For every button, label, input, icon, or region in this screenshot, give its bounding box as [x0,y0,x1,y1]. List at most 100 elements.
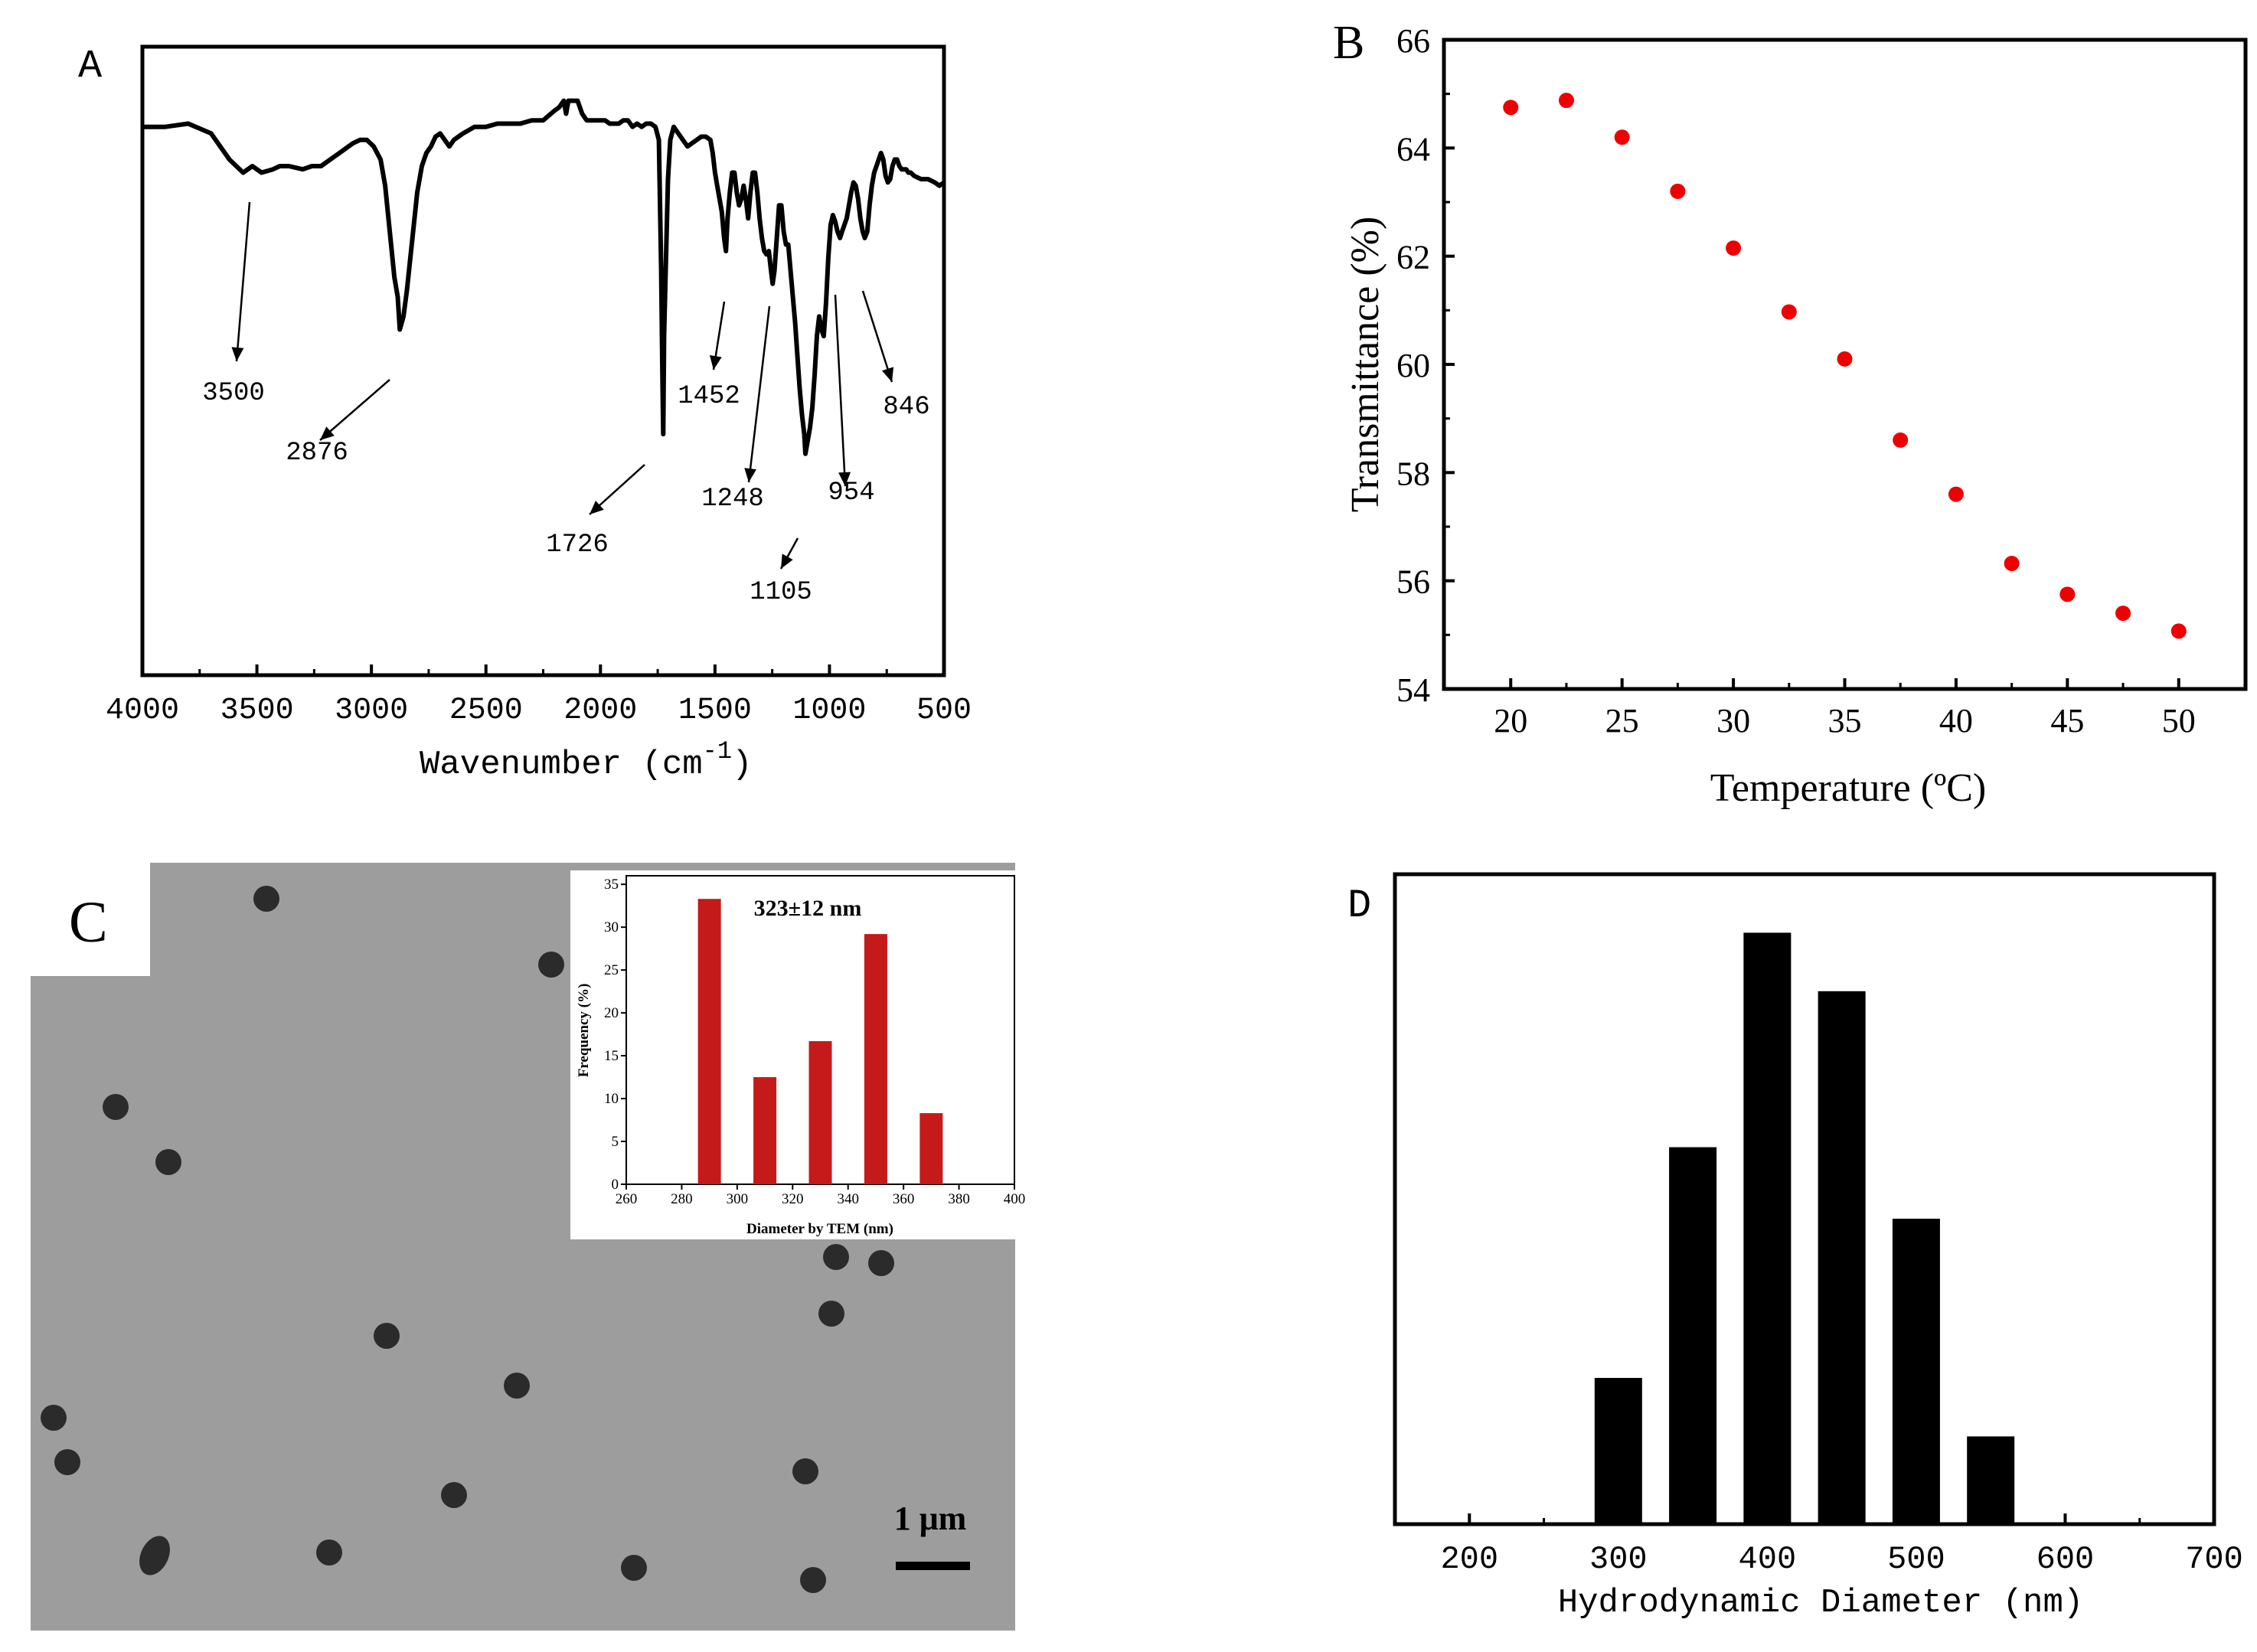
data-point [1948,486,1964,502]
annotation-arrowhead [590,501,604,514]
peak-label: 1726 [546,531,609,560]
y-tick-label: 62 [1396,239,1430,276]
x-tick-label: 3500 [220,694,294,728]
annotation-arrow [747,305,771,483]
hydrodynamic-bar [1743,932,1792,1524]
peak-label: 1452 [678,382,740,411]
y-tick-label: 30 [604,919,619,935]
particle [823,1244,849,1270]
y-tick-label: 64 [1396,130,1430,168]
particle [868,1250,894,1276]
data-point [1670,183,1686,199]
peak-annotations: 3500 2876 1726 1452 1248 1105 954 846 [202,201,930,607]
panel-label-c-box [31,863,150,976]
panel-a-frame [140,44,946,677]
hydrodynamic-bars [1594,932,2015,1524]
particle [316,1539,342,1565]
y-tick-label: 20 [604,1005,619,1021]
data-point [2059,586,2076,602]
particle [155,1149,181,1175]
particle [621,1555,647,1581]
panel-label-d: D [1347,883,1371,929]
peak-label: 954 [828,478,874,508]
inset-ylabel: Frequency (%) [576,984,592,1078]
x-tick-label: 600 [2037,1541,2095,1578]
panel-b: B 20 25 30 35 40 45 50 54 56 58 60 62 64 66 Temperatu… [1333,17,2248,810]
data-point [1558,93,1574,109]
y-tick-label: 35 [604,877,619,893]
peak-label: 1105 [750,578,812,607]
axis-d-xlabel: Hydrodynamic Diameter (nm) [1558,1584,2084,1622]
annotation-arrow [235,201,251,362]
data-point [2004,556,2020,572]
x-tick-label: 280 [671,1191,693,1207]
particle [253,886,279,912]
y-tick-label: 54 [1396,671,1430,709]
x-tick-label: 3000 [335,694,408,728]
y-tick-label: 0 [612,1177,619,1193]
x-tick-label: 1000 [792,694,866,728]
peak-label: 1248 [701,485,764,514]
inset-bars [697,899,943,1184]
x-tick-label: 360 [893,1191,915,1207]
panel-a: A 3500 2876 1726 1452 1248 1105 954 846 4000 350… [78,44,972,784]
annotation-arrowhead [709,355,722,370]
x-tick-label: 320 [782,1191,804,1207]
peak-label: 3500 [202,379,265,408]
peak-label: 2876 [286,439,348,468]
x-tick-label: 40 [1939,702,1973,739]
particle [800,1567,826,1593]
annotation-arrowhead [744,468,756,482]
x-tick-label: 400 [1739,1541,1797,1578]
particle [103,1094,129,1120]
x-tick-label: 340 [837,1191,859,1207]
inset-xlabel: Diameter by TEM (nm) [746,1221,893,1237]
panel-d-frame [1393,872,2216,1526]
particle [441,1482,467,1508]
inset-bar [808,1041,832,1184]
particle [504,1373,530,1399]
hydrodynamic-bar [1669,1147,1717,1524]
annotation-arrowhead [838,472,851,486]
hydrodynamic-bar [1818,991,1866,1524]
data-point [1893,432,1909,448]
x-tick-label: 300 [727,1191,749,1207]
y-tick-label: 10 [604,1091,619,1107]
y-tick-label: 5 [612,1134,619,1150]
x-tick-label: 2000 [563,694,637,728]
panel-d: D 200 300 400 500 600 700 Hydrodynamic Diamet… [1347,872,2243,1622]
y-tick-label: 15 [604,1048,619,1064]
axis-b-xlabel: Temperature (ºC) [1710,766,1986,810]
panel-c: C 1 μm 260 280 300 320 340 360 380 400051015202… [31,863,1025,1631]
x-tick-label: 500 [916,694,972,728]
x-tick-label: 200 [1440,1541,1498,1578]
hydrodynamic-bar [1594,1377,1642,1524]
x-tick-label: 2500 [449,694,523,728]
x-tick-label: 260 [616,1191,638,1207]
hydrodynamic-bar [1967,1436,2015,1524]
particle [538,952,564,978]
y-tick-label: 66 [1396,22,1430,60]
particle [41,1405,67,1431]
data-point [1614,129,1630,145]
inset-ticks: 260 280 300 320 340 360 380 400 0 5 10 15 20 25 30 35 [604,877,1025,1207]
x-tick-label: 50 [2162,702,2196,739]
ftir-spectrum-line [142,98,946,456]
axis-b-ylabel: Transmittance (%) [1344,217,1387,513]
particle [139,1536,170,1575]
axis-a-xlabel: Wavenumber (cm-1) [420,737,752,784]
data-point [1781,304,1797,320]
data-point [1503,100,1519,116]
x-tick-label: 45 [2050,702,2084,739]
inset-bar [697,899,721,1184]
x-tick-label: 700 [2185,1541,2243,1578]
panel-label-b: B [1333,17,1364,69]
particle [792,1458,818,1484]
annotation-arrowhead [781,553,793,569]
data-point [2170,623,2187,639]
panel-label-a: A [78,44,103,89]
hydrodynamic-bar [1892,1218,1940,1524]
panel-label-c: C [69,890,108,955]
annotation-arrowhead [881,367,894,382]
x-tick-label: 35 [1828,702,1862,739]
